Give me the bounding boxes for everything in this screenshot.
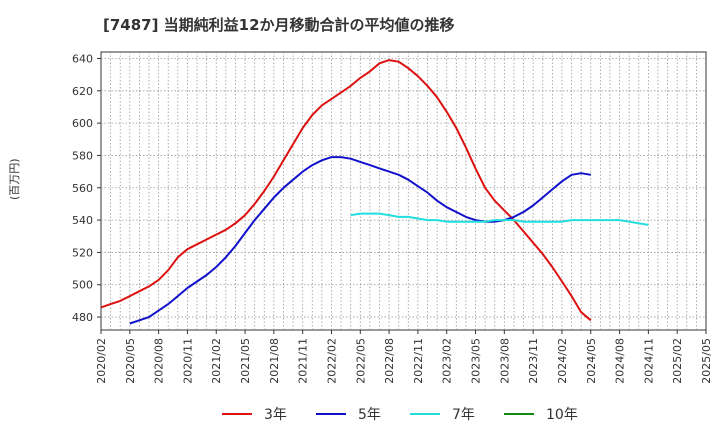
x-tick-label: 2023/02 bbox=[441, 338, 454, 384]
y-tick-label: 520 bbox=[72, 246, 93, 259]
x-tick-label: 2023/11 bbox=[527, 338, 540, 384]
legend-label-2: 5年 bbox=[358, 407, 381, 423]
x-tick-label: 2024/11 bbox=[642, 338, 655, 384]
x-tick-label: 2025/02 bbox=[671, 338, 684, 384]
legend-label-1: 3年 bbox=[264, 407, 287, 423]
y-tick-label: 580 bbox=[72, 149, 93, 162]
x-tick-label: 2022/05 bbox=[354, 338, 367, 384]
x-tick-label: 2022/08 bbox=[383, 338, 396, 384]
x-tick-label: 2021/08 bbox=[268, 338, 281, 384]
series-line-1 bbox=[100, 59, 592, 322]
x-tick-label: 2023/05 bbox=[470, 338, 483, 384]
x-tick-label: 2024/02 bbox=[556, 338, 569, 384]
y-tick-label: 540 bbox=[72, 214, 93, 227]
x-tick-label: 2021/02 bbox=[210, 338, 223, 384]
y-tick-label: 620 bbox=[72, 85, 93, 98]
chart-title: [7487] 当期純利益12か月移動合計の平均値の推移 bbox=[103, 16, 455, 34]
x-tick-label: 2022/11 bbox=[412, 338, 425, 384]
x-tick-label: 2020/05 bbox=[124, 338, 137, 384]
x-tick-label: 2023/08 bbox=[498, 338, 511, 384]
x-tick-label: 2021/05 bbox=[239, 338, 252, 384]
y-tick-label: 500 bbox=[72, 279, 93, 292]
x-tick-label: 2021/11 bbox=[297, 338, 310, 384]
x-tick-label: 2024/05 bbox=[585, 338, 598, 384]
legend-label-4: 10年 bbox=[546, 407, 578, 423]
x-tick-label: 2020/11 bbox=[181, 338, 194, 384]
x-tick-label: 2024/08 bbox=[614, 338, 627, 384]
y-tick-label: 560 bbox=[72, 182, 93, 195]
y-tick-label: 640 bbox=[72, 52, 93, 65]
legend-label-3: 7年 bbox=[452, 407, 475, 423]
x-tick-label: 2022/02 bbox=[325, 338, 338, 384]
y-tick-label: 600 bbox=[72, 117, 93, 130]
x-tick-label: 2020/08 bbox=[153, 338, 166, 384]
series-line-3 bbox=[350, 212, 649, 226]
series-line-2 bbox=[129, 156, 591, 325]
y-tick-label: 480 bbox=[72, 311, 93, 324]
x-tick-label: 2025/05 bbox=[700, 338, 713, 384]
x-tick-label: 2020/02 bbox=[95, 338, 108, 384]
plot-area bbox=[100, 51, 707, 331]
